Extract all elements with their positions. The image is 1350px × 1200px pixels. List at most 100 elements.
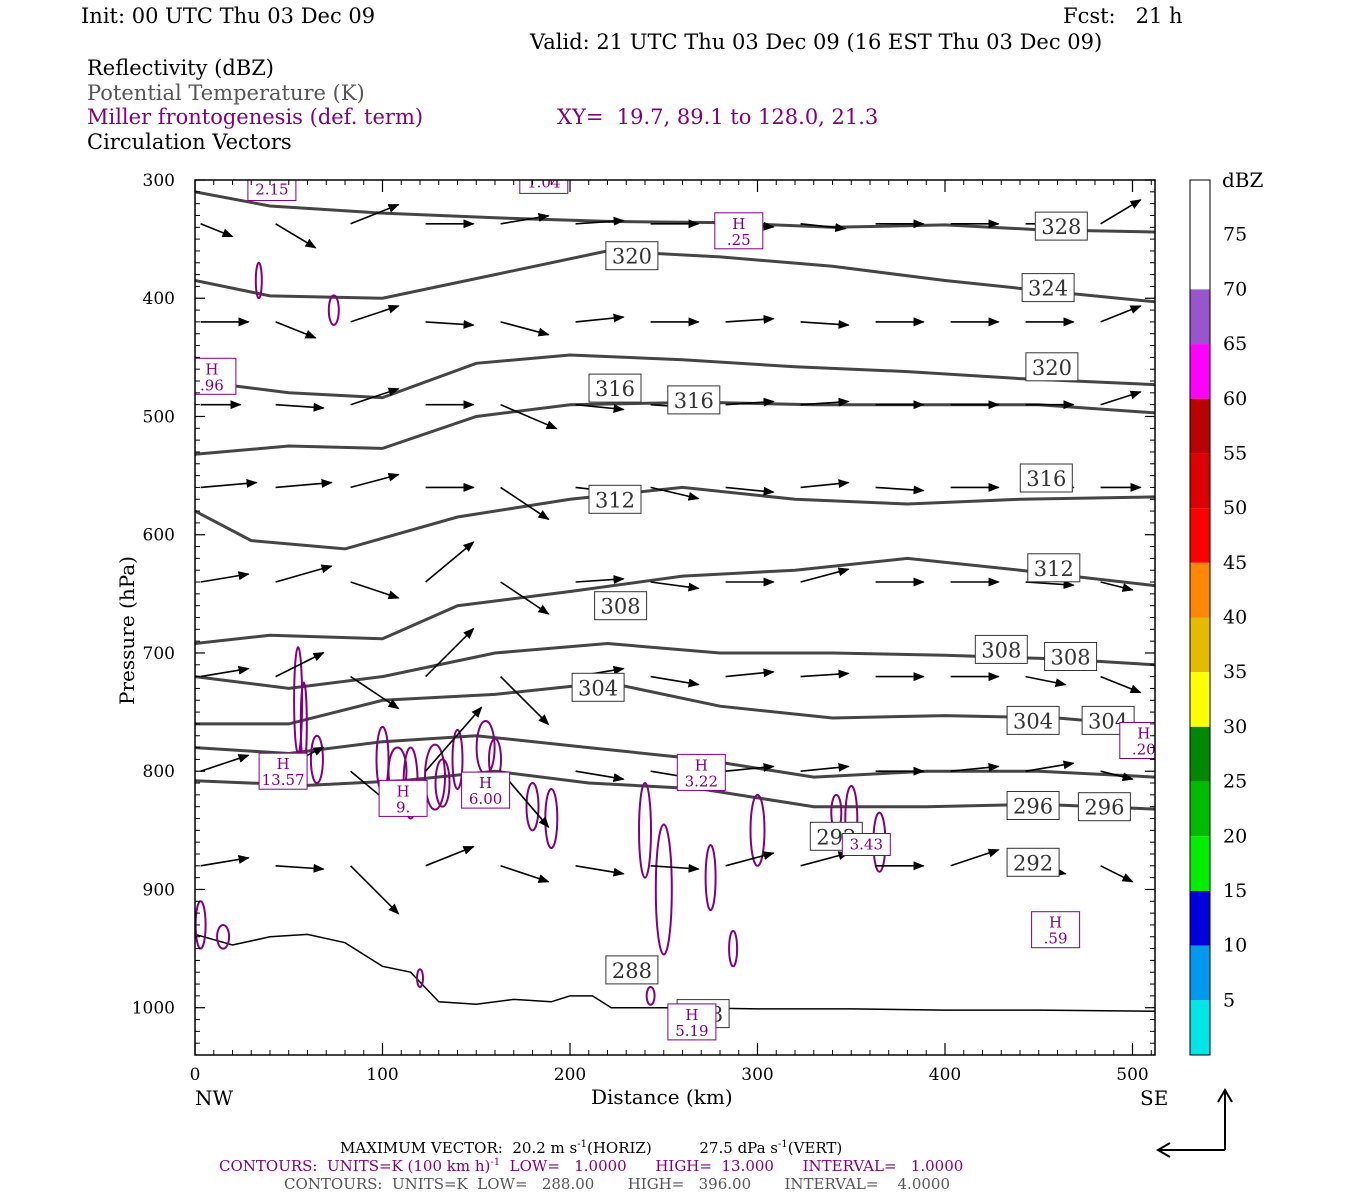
colorbar-segment [1190, 453, 1210, 509]
colorbar-tick-label: 65 [1223, 333, 1247, 355]
colorbar-segment [1190, 781, 1210, 837]
circulation-vector [725, 397, 775, 407]
colorbar-frame [1189, 179, 1211, 1056]
frontogenesis-label: 9. [396, 798, 410, 816]
frontogenesis-label: H [479, 774, 492, 792]
theta-label-box [1006, 847, 1060, 877]
circulation-vector [1100, 390, 1142, 406]
colorbar-segment [1190, 398, 1210, 454]
field-theta: Potential Temperature (K) [87, 81, 365, 105]
frontogenesis-contour [434, 758, 451, 808]
x-tick-label: 400 [929, 1065, 961, 1085]
frontogenesis-label: H [732, 215, 745, 233]
frontogenesis-label: H [277, 755, 290, 773]
circulation-vector [800, 397, 850, 407]
colorbar-segment [1190, 344, 1210, 399]
theta-contour-300 [195, 680, 1155, 728]
frontogenesis-label: H [695, 756, 708, 774]
x-end-label-se: SE [1140, 1086, 1169, 1110]
circulation-vector [200, 855, 250, 867]
colorbar-segment [1190, 672, 1210, 727]
theta-label-box [588, 373, 642, 403]
theta-label-box [1034, 211, 1088, 241]
circulation-vector [200, 223, 234, 238]
theta-label: 316 [595, 377, 635, 401]
theta-label: 312 [595, 488, 635, 512]
circulation-vector [350, 472, 400, 489]
circulation-vector [575, 313, 625, 323]
circulation-vector [575, 865, 625, 877]
colorbar-tick-label: 25 [1223, 771, 1247, 793]
vector-legend-arrows [1156, 1088, 1233, 1158]
theta-label: 316 [1026, 467, 1066, 491]
colorbar-segment [1190, 234, 1210, 290]
colorbar-segment [1190, 289, 1210, 345]
frontogenesis-contour [645, 986, 656, 1006]
colorbar-tick-label: 60 [1223, 388, 1247, 410]
circulation-vector [575, 216, 625, 226]
circulation-vector [650, 863, 700, 873]
circulation-vector [800, 223, 847, 232]
circulation-vector [950, 762, 1000, 772]
frontogenesis-label: 1.04 [527, 173, 560, 191]
colorbar-segment [1190, 508, 1210, 563]
y-tick-label: 500 [143, 407, 175, 427]
colorbar-tick-label: 30 [1223, 716, 1247, 738]
y-tick-label: 300 [143, 171, 175, 191]
circulation-vector [1100, 581, 1134, 592]
theta-label-box [1044, 642, 1098, 671]
circulation-vector [575, 575, 625, 584]
x-tick-label: 200 [554, 1065, 586, 1085]
circulation-vector [1100, 770, 1134, 782]
colorbar-title: dBZ [1222, 168, 1264, 192]
frontogenesis-label-box [461, 771, 511, 809]
frontogenesis-contour [654, 823, 673, 956]
frontogenesis-contour [416, 968, 424, 988]
theta-label-box [1025, 352, 1079, 382]
theta-label: 288 [612, 959, 652, 983]
theta-contour-324 [195, 249, 1155, 304]
max-vector-vert-label: (VERT) [787, 1139, 843, 1157]
frontogenesis-label-box [841, 833, 891, 856]
frontogenesis-contour [638, 782, 652, 879]
theta-label: 316 [674, 389, 714, 413]
circulation-vector [425, 627, 475, 678]
frontogenesis-contour [327, 294, 340, 326]
colorbar-segment [1190, 1000, 1210, 1055]
frontogenesis-contour [216, 923, 231, 950]
theta-label-box [605, 241, 659, 271]
theta-label-box [1006, 705, 1060, 735]
frontogenesis-label: 5.19 [675, 1022, 708, 1040]
circulation-vector [1100, 305, 1142, 323]
field-reflectivity: Reflectivity (dBZ) [87, 56, 275, 80]
colorbar-segment [1190, 617, 1210, 673]
frontogenesis-contour [309, 734, 324, 785]
circulation-vector [275, 223, 317, 249]
circulation-vector [1025, 580, 1075, 589]
frontogenesis-label: .20 [1132, 741, 1156, 759]
frontogenesis-contour [451, 728, 464, 790]
theta-label-box [1021, 273, 1075, 303]
circulation-vector [350, 387, 400, 406]
circulation-vector [425, 319, 475, 329]
theta-label: 308 [1051, 646, 1091, 670]
frontogenesis-label-box [258, 752, 308, 790]
theta-label-box [1006, 791, 1060, 820]
circulation-vector [275, 863, 325, 873]
frontogenesis-label: 3.43 [850, 836, 883, 854]
terrain-surface-line [195, 933, 1155, 1013]
frontogenesis-label-box [1031, 911, 1081, 949]
circulation-vector [725, 762, 775, 772]
circulation-vector [800, 479, 850, 489]
frontogenesis-contour [749, 793, 766, 867]
circulation-vector [500, 486, 550, 521]
circulation-vector [425, 541, 475, 583]
circulation-vector [350, 675, 400, 710]
circulation-vector [350, 865, 400, 915]
field-miller: Miller frontogenesis (def. term) [87, 105, 424, 129]
circulation-vector [200, 754, 250, 772]
y-tick-label: 400 [143, 289, 175, 309]
frontogenesis-label: .96 [200, 376, 224, 394]
y-axis-title: Pressure (hPa) [115, 556, 139, 705]
circulation-vector [1100, 199, 1142, 225]
